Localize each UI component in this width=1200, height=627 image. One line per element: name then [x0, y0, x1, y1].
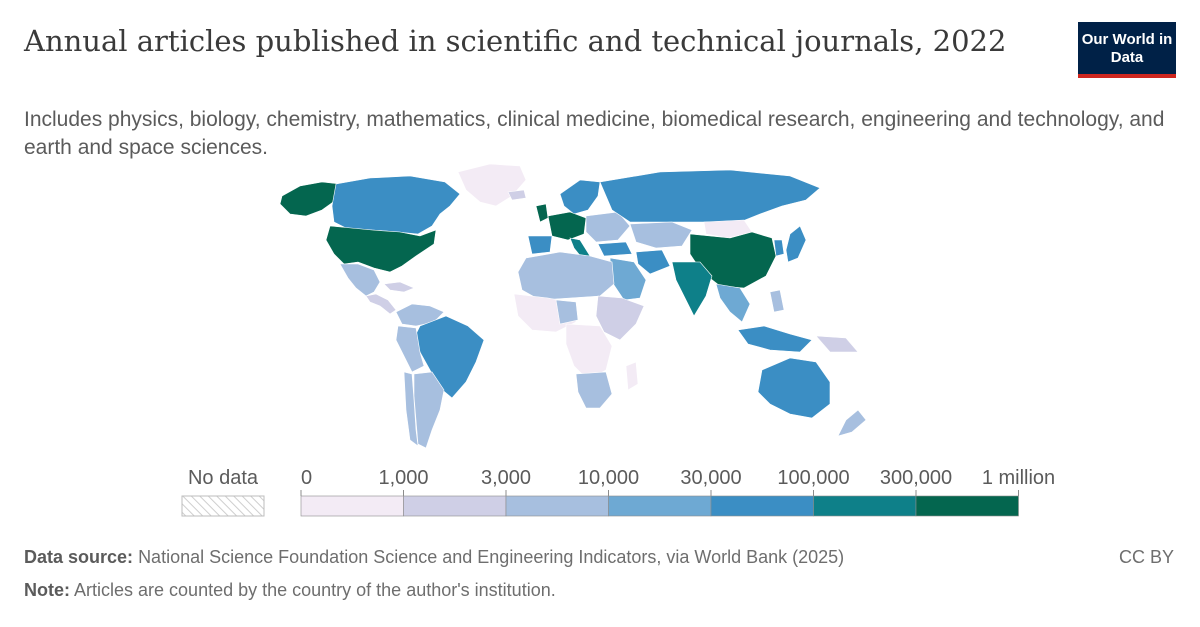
license-link[interactable]: CC BY — [1118, 547, 1174, 567]
map-region-peru-bolivia[interactable] — [395, 325, 425, 373]
map-region-nigeria[interactable] — [555, 299, 579, 325]
map-region-australia[interactable] — [757, 357, 831, 419]
map-region-colombia-venezuela[interactable] — [395, 303, 445, 327]
map-region-southeast-asia[interactable] — [715, 283, 751, 323]
owid-logo[interactable]: Our World in Data — [1078, 22, 1176, 78]
chart-subtitle: Includes physics, biology, chemistry, ma… — [24, 108, 1165, 159]
map-region-alaska[interactable] — [279, 181, 341, 217]
map-region-uk[interactable] — [535, 203, 549, 223]
footer-source-label: Data source: — [24, 547, 134, 567]
map-region-north-africa[interactable] — [517, 251, 615, 301]
legend-no-data-label: No data — [188, 467, 259, 489]
map-region-india[interactable] — [671, 261, 713, 317]
legend-bin-2[interactable] — [505, 495, 609, 517]
map-region-korea[interactable] — [773, 239, 785, 257]
legend-bin-6[interactable] — [915, 495, 1019, 517]
legend-tick-label-7: 1 million — [982, 467, 1055, 489]
map-region-new-zealand[interactable] — [837, 409, 867, 437]
map-region-east-africa[interactable] — [595, 295, 645, 341]
map-region-russia[interactable] — [599, 169, 821, 223]
legend-tick-label-1: 1,000 — [378, 467, 428, 489]
legend-bin-5[interactable] — [813, 495, 917, 517]
legend: No data 0 1,000 3,000 10,000 30,000 100,000 30… — [181, 467, 1055, 517]
legend-bin-3[interactable] — [608, 495, 712, 517]
map-region-western-europe[interactable] — [547, 211, 587, 241]
footer-source-text[interactable]: National Science Foundation Science and … — [138, 547, 845, 567]
map-region-iberia[interactable] — [527, 235, 553, 255]
legend-tick-label-2: 3,000 — [481, 467, 531, 489]
map-region-philippines[interactable] — [769, 289, 785, 313]
map-region-southern-africa[interactable] — [575, 371, 613, 409]
footer-note: Note: Articles are counted by the countr… — [24, 580, 556, 601]
legend-bin-1[interactable] — [403, 495, 507, 517]
map-region-chile[interactable] — [403, 371, 419, 447]
footer-note-text: Articles are counted by the country of t… — [74, 580, 556, 600]
map-region-iran[interactable] — [635, 249, 671, 275]
legend-tick-label-0: 0 — [301, 467, 312, 489]
legend-bin-0[interactable] — [300, 495, 404, 517]
map-region-turkey[interactable] — [597, 241, 633, 257]
map-region-mexico[interactable] — [339, 263, 381, 297]
map-region-japan[interactable] — [785, 225, 807, 263]
legend-no-data-swatch — [181, 495, 265, 517]
map-region-iceland[interactable] — [507, 189, 527, 201]
map-region-caribbean[interactable] — [383, 281, 415, 293]
legend-tick-label-6: 300,000 — [880, 467, 952, 489]
map-region-argentina[interactable] — [413, 371, 445, 449]
world-map — [279, 163, 867, 449]
legend-tick-label-3: 10,000 — [578, 467, 639, 489]
footer-note-label: Note: — [24, 580, 70, 600]
legend-tick-label-5: 100,000 — [777, 467, 849, 489]
chart-title: Annual articles published in scientific … — [24, 24, 1007, 58]
map-region-canada[interactable] — [331, 175, 461, 235]
map-region-central-asia[interactable] — [629, 221, 693, 249]
map-region-indonesia[interactable] — [737, 325, 813, 353]
map-region-madagascar[interactable] — [625, 361, 639, 391]
map-region-central-america[interactable] — [365, 293, 397, 315]
map-region-usa[interactable] — [325, 225, 437, 273]
map-region-scandinavia[interactable] — [559, 179, 601, 215]
legend-bin-4[interactable] — [710, 495, 814, 517]
legend-tick-label-4: 30,000 — [680, 467, 741, 489]
map-region-papua[interactable] — [815, 335, 859, 353]
footer-source: Data source: National Science Foundation… — [24, 547, 844, 568]
